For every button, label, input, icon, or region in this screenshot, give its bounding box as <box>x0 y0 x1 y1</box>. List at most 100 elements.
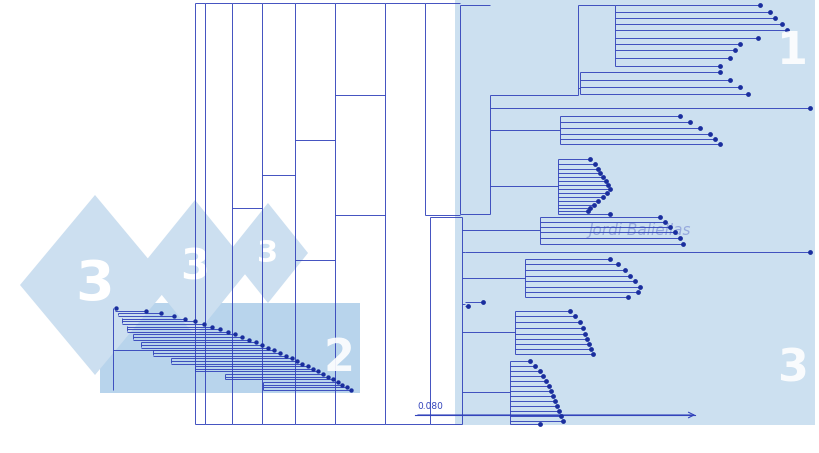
Point <box>583 204 596 212</box>
Point <box>221 328 234 335</box>
Point <box>599 178 612 185</box>
Point <box>109 304 122 312</box>
Point <box>572 318 586 326</box>
Point <box>197 320 210 328</box>
Point <box>236 333 249 341</box>
Point <box>803 104 816 111</box>
Point <box>556 417 569 424</box>
Text: 2: 2 <box>324 337 355 380</box>
Point <box>667 228 681 236</box>
Point <box>533 367 546 375</box>
Point <box>321 373 334 381</box>
Point <box>261 344 274 351</box>
Point <box>762 8 776 15</box>
Point <box>345 386 358 394</box>
Point <box>268 347 281 354</box>
Point <box>527 362 541 370</box>
Point <box>581 340 595 347</box>
Point <box>732 83 745 91</box>
Point <box>672 112 686 120</box>
Point <box>545 392 559 400</box>
Point <box>290 357 303 365</box>
Point <box>693 125 706 132</box>
Point <box>279 352 292 359</box>
Text: 3: 3 <box>180 247 209 289</box>
Point <box>548 397 561 405</box>
Point <box>603 210 616 217</box>
Point <box>242 336 256 343</box>
Point <box>576 324 589 332</box>
Point <box>188 318 201 325</box>
Point <box>767 14 781 22</box>
Point <box>533 420 546 428</box>
Point <box>568 313 581 320</box>
Point <box>476 299 489 306</box>
Point <box>311 368 324 375</box>
Point <box>229 331 242 338</box>
Bar <box>455 215 814 425</box>
Point <box>296 360 309 367</box>
Point <box>155 310 168 317</box>
Point <box>179 315 192 322</box>
Text: Jordi Baliellas: Jordi Baliellas <box>588 222 690 237</box>
Point <box>676 241 689 248</box>
Point <box>340 384 353 391</box>
Point <box>536 372 549 380</box>
Point <box>214 326 227 333</box>
Point <box>167 312 180 319</box>
Bar <box>455 0 814 215</box>
Point <box>750 34 763 42</box>
Point <box>627 277 640 284</box>
Point <box>550 402 563 410</box>
Point <box>653 213 666 221</box>
Point <box>593 169 606 177</box>
Bar <box>100 303 360 393</box>
Point <box>285 355 298 362</box>
Point <box>621 294 634 301</box>
Point <box>632 284 645 291</box>
Point <box>335 381 348 388</box>
Point <box>775 20 788 28</box>
Point <box>618 266 631 274</box>
Point <box>331 378 344 386</box>
Point <box>600 189 613 197</box>
Point <box>732 40 745 48</box>
Point <box>542 382 555 390</box>
Point <box>753 1 766 9</box>
Point <box>554 412 567 419</box>
Point <box>780 26 793 34</box>
Point <box>249 339 262 346</box>
Point <box>740 91 753 98</box>
Polygon shape <box>20 195 170 375</box>
Point <box>588 160 601 168</box>
Point <box>590 198 604 205</box>
Point <box>658 218 671 226</box>
Point <box>672 234 686 241</box>
Point <box>713 68 726 76</box>
Point <box>803 248 816 255</box>
Point <box>306 365 319 372</box>
Text: 3: 3 <box>257 238 278 268</box>
Polygon shape <box>140 200 250 336</box>
Point <box>611 260 624 268</box>
Point <box>584 345 597 352</box>
Point <box>301 362 314 370</box>
Point <box>539 377 552 385</box>
Point <box>727 46 740 53</box>
Point <box>586 350 599 357</box>
Polygon shape <box>228 203 308 303</box>
Point <box>577 330 590 337</box>
Text: 1: 1 <box>776 30 807 73</box>
Point <box>586 202 600 209</box>
Point <box>703 130 716 138</box>
Point <box>581 207 594 215</box>
Point <box>600 181 613 188</box>
Point <box>206 323 219 330</box>
Point <box>708 135 721 143</box>
Point <box>595 173 609 181</box>
Point <box>713 63 726 70</box>
Point <box>595 193 609 201</box>
Text: 0.080: 0.080 <box>417 402 442 411</box>
Text: 3: 3 <box>776 347 807 390</box>
Point <box>590 165 604 173</box>
